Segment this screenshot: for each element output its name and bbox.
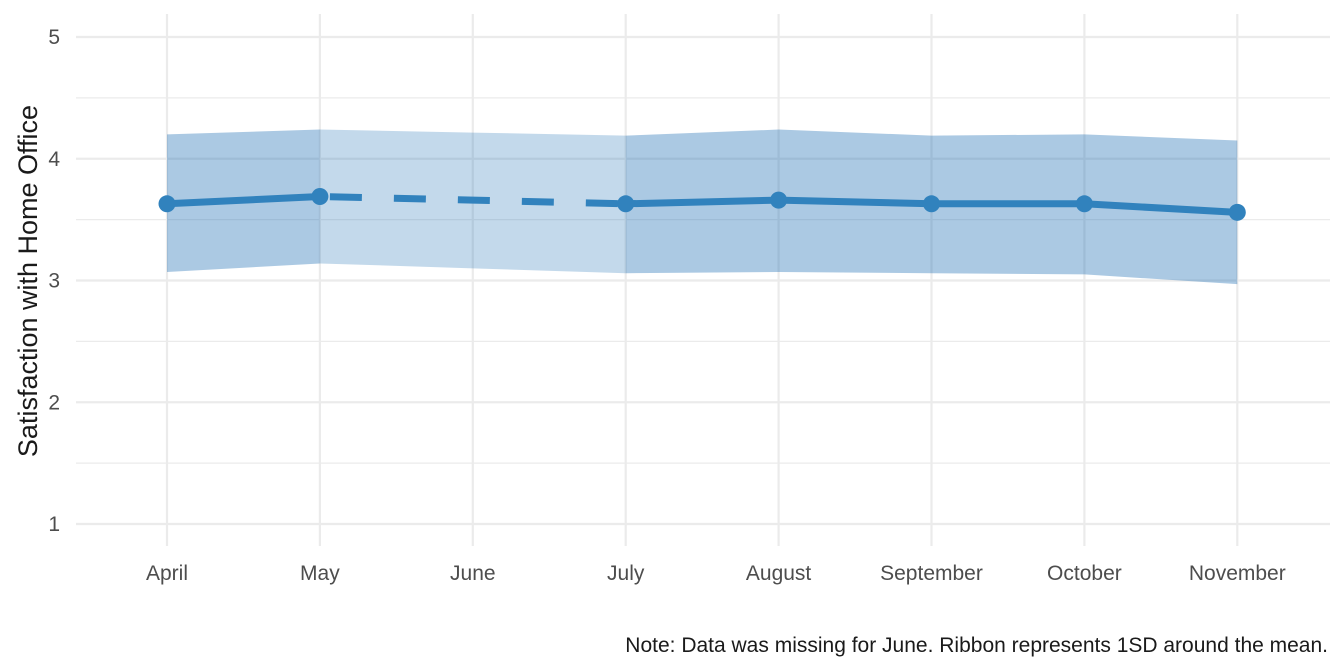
x-tick-label: October bbox=[1047, 562, 1122, 585]
data-point bbox=[311, 188, 328, 205]
y-axis-tick-labels: 1 2 3 4 5 bbox=[48, 26, 60, 536]
x-tick-label: August bbox=[746, 562, 812, 585]
y-tick-label: 4 bbox=[48, 148, 60, 171]
x-tick-label: April bbox=[146, 562, 188, 585]
data-point bbox=[923, 195, 940, 212]
chart-caption: Note: Data was missing for June. Ribbon … bbox=[625, 634, 1328, 657]
x-tick-label: May bbox=[300, 562, 340, 585]
grid-lines bbox=[76, 14, 1330, 546]
data-point bbox=[159, 195, 176, 212]
data-point bbox=[1076, 195, 1093, 212]
x-tick-label: June bbox=[450, 562, 496, 585]
y-axis-title: Satisfaction with Home Office bbox=[13, 105, 43, 457]
y-tick-label: 1 bbox=[48, 513, 60, 536]
y-tick-label: 3 bbox=[48, 270, 60, 293]
data-point bbox=[1229, 204, 1246, 221]
x-tick-label: November bbox=[1189, 562, 1286, 585]
x-axis-tick-labels: April May June July August September October No… bbox=[146, 562, 1286, 585]
x-tick-label: July bbox=[607, 562, 645, 585]
y-tick-label: 2 bbox=[48, 391, 60, 414]
data-point bbox=[770, 192, 787, 209]
x-tick-label: September bbox=[880, 562, 983, 585]
y-tick-label: 5 bbox=[48, 26, 60, 49]
data-point bbox=[617, 195, 634, 212]
